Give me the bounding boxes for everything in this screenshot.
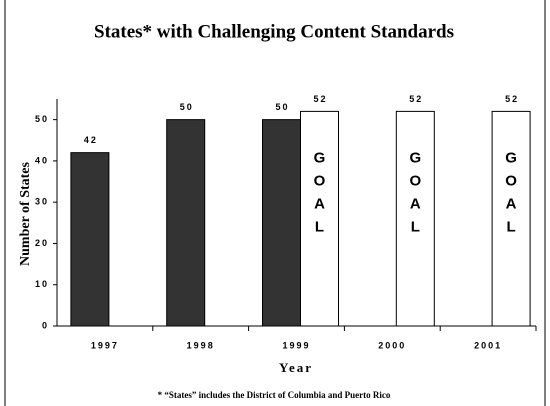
bar: [70, 152, 110, 327]
value-label: 50: [180, 102, 194, 112]
chart-title: States* with Challenging Content Standar…: [94, 21, 454, 42]
x-tick-label: 1999: [282, 340, 310, 350]
bar-annotation: GOAL: [311, 149, 328, 241]
y-tick-label: 40: [35, 155, 49, 165]
bar: [395, 110, 435, 327]
y-axis-label: Number of States: [18, 161, 33, 266]
bar: [491, 110, 531, 327]
value-label: 52: [409, 94, 423, 104]
bar: [166, 119, 206, 327]
x-tick-label: 2001: [474, 340, 502, 350]
value-label: 52: [313, 94, 327, 104]
x-axis-label: Year: [279, 360, 313, 375]
bar-annotation: GOAL: [407, 149, 424, 241]
y-tick-label: 0: [42, 320, 49, 330]
y-tick-label: 30: [35, 197, 49, 207]
x-tick-label: 2000: [378, 340, 406, 350]
y-tick-label: 10: [35, 279, 49, 289]
y-tick-label: 20: [35, 238, 49, 248]
footnote: * “States” includes the District of Colu…: [158, 390, 391, 400]
x-tick-label: 1998: [187, 340, 215, 350]
value-label: 50: [275, 102, 289, 112]
y-tick-label: 50: [35, 114, 49, 124]
bar: [300, 110, 339, 327]
bar: [262, 119, 301, 327]
value-label: 42: [84, 135, 98, 145]
value-label: 52: [505, 94, 519, 104]
x-tick-label: 1997: [91, 340, 119, 350]
bar-annotation: GOAL: [503, 149, 520, 241]
